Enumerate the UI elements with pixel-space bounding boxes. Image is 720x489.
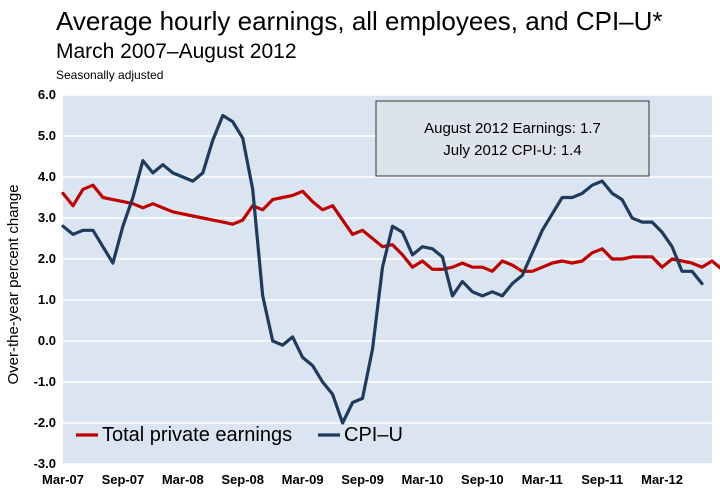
x-tick-label: Mar-11 bbox=[522, 472, 563, 487]
y-tick-label: 6.0 bbox=[38, 87, 56, 102]
x-tick-label: Sep-09 bbox=[341, 472, 384, 487]
y-tick-label: -3.0 bbox=[34, 456, 56, 471]
y-axis: 6.0 5.0 4.0 3.0 2.0 1.0 0.0 -1.0 -2.0 -3.0 bbox=[34, 87, 56, 471]
annotation-background bbox=[375, 100, 650, 177]
x-tick-label: Sep-10 bbox=[461, 472, 504, 487]
annotation-earnings: August 2012 Earnings: 1.7 bbox=[424, 120, 601, 137]
chart-note: Seasonally adjusted bbox=[56, 68, 164, 82]
x-tick-label: Mar-09 bbox=[282, 472, 324, 487]
annotation-box: August 2012 Earnings: 1.7 July 2012 CPI-… bbox=[375, 100, 650, 177]
x-tick-label: Sep-11 bbox=[581, 472, 623, 487]
legend-label-cpi: CPI–U bbox=[344, 424, 403, 446]
chart-subtitle: March 2007–August 2012 bbox=[56, 40, 297, 63]
y-tick-label: -2.0 bbox=[34, 415, 56, 430]
x-tick-label: Mar-08 bbox=[162, 472, 204, 487]
legend: Total private earnings CPI–U bbox=[76, 424, 403, 446]
y-tick-label: 0.0 bbox=[38, 333, 56, 348]
x-tick-label: Mar-07 bbox=[42, 472, 84, 487]
y-tick-label: 4.0 bbox=[38, 169, 56, 184]
annotation-cpi: July 2012 CPI-U: 1.4 bbox=[443, 142, 581, 159]
x-tick-label: Sep-07 bbox=[102, 472, 145, 487]
y-tick-label: 2.0 bbox=[38, 251, 56, 266]
y-tick-label: -1.0 bbox=[34, 374, 56, 389]
x-tick-label: Sep-08 bbox=[221, 472, 264, 487]
series-line-cpi bbox=[61, 113, 704, 425]
chart-title: Average hourly earnings, all employees, … bbox=[56, 6, 663, 36]
y-tick-label: 5.0 bbox=[38, 128, 56, 143]
y-tick-label: 1.0 bbox=[38, 292, 56, 307]
y-tick-label: 3.0 bbox=[38, 210, 56, 225]
series-line-earnings bbox=[61, 183, 720, 273]
y-axis-label: Over-the-year percent change bbox=[5, 184, 22, 384]
x-tick-label: Mar-12 bbox=[641, 472, 683, 487]
x-axis: Mar-07 Sep-07 Mar-08 Sep-08 Mar-09 Sep-09 Mar-… bbox=[42, 472, 683, 487]
x-tick-label: Mar-10 bbox=[401, 472, 443, 487]
series-lines bbox=[61, 113, 720, 425]
legend-label-earnings: Total private earnings bbox=[102, 424, 292, 446]
